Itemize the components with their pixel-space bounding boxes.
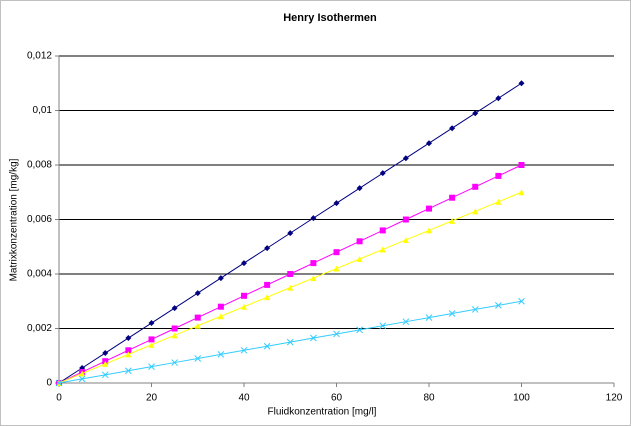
point xyxy=(264,281,271,288)
point xyxy=(286,338,294,346)
point xyxy=(495,301,502,309)
point xyxy=(448,310,456,317)
point xyxy=(148,336,155,343)
point xyxy=(194,290,201,297)
point xyxy=(379,227,386,234)
x-tick-label: 120 xyxy=(606,393,623,404)
point xyxy=(78,375,86,383)
point xyxy=(287,230,294,237)
point xyxy=(449,194,456,201)
point xyxy=(402,216,409,223)
point xyxy=(356,185,363,192)
point xyxy=(310,260,317,267)
point xyxy=(125,367,132,375)
x-tick-label: 80 xyxy=(423,393,435,404)
point xyxy=(518,189,525,196)
point xyxy=(79,370,86,377)
point xyxy=(264,294,271,301)
point xyxy=(379,170,386,177)
point xyxy=(287,284,294,291)
point xyxy=(148,320,155,327)
point xyxy=(449,125,456,132)
y-tick-label: 0,006 xyxy=(27,214,52,225)
point xyxy=(125,347,132,354)
x-tick-label: 100 xyxy=(513,393,530,404)
y-tick-label: 0,008 xyxy=(27,160,52,171)
point xyxy=(310,334,317,342)
point xyxy=(240,346,248,354)
y-tick-label: 0,004 xyxy=(27,269,52,280)
point xyxy=(356,326,363,334)
point xyxy=(264,245,271,252)
x-axis-label: Fluidkonzentration [mg/l] xyxy=(268,407,377,418)
point xyxy=(101,371,109,379)
point xyxy=(148,341,155,348)
point xyxy=(333,249,340,256)
point xyxy=(472,110,479,117)
point xyxy=(217,313,224,320)
point xyxy=(310,275,317,282)
y-tick-label: 0,01 xyxy=(33,105,53,116)
point xyxy=(217,351,225,358)
point xyxy=(379,246,386,253)
x-tick-label: 0 xyxy=(56,393,62,404)
point xyxy=(102,350,109,357)
y-tick-label: 0,012 xyxy=(27,51,52,62)
point xyxy=(472,183,479,190)
point xyxy=(333,200,340,207)
point xyxy=(125,351,132,358)
point xyxy=(518,297,525,305)
x-tick-label: 60 xyxy=(331,393,343,404)
y-tick-label: 0 xyxy=(46,378,52,389)
point xyxy=(426,205,432,212)
y-tick-label: 0,002 xyxy=(27,323,52,334)
point xyxy=(125,335,132,342)
point xyxy=(426,227,432,234)
point xyxy=(495,172,502,179)
point xyxy=(426,140,432,147)
point xyxy=(263,342,271,350)
x-tick-label: 20 xyxy=(146,393,158,404)
point xyxy=(425,314,433,321)
point xyxy=(171,305,178,312)
point xyxy=(495,95,502,102)
point xyxy=(171,332,178,339)
point xyxy=(402,236,409,243)
point xyxy=(217,275,224,282)
y-axis-label: Matrixkonzentration [mg/kg] xyxy=(9,158,20,281)
point xyxy=(356,238,363,245)
point xyxy=(379,322,387,330)
point xyxy=(241,292,247,299)
point xyxy=(402,318,410,326)
point xyxy=(333,265,340,272)
point xyxy=(194,322,201,329)
point xyxy=(402,155,409,162)
point xyxy=(310,215,317,222)
point xyxy=(333,330,340,338)
x-tick-label: 40 xyxy=(238,393,250,404)
point xyxy=(449,217,456,224)
point xyxy=(472,208,479,215)
point xyxy=(217,303,224,310)
point xyxy=(518,80,525,87)
point xyxy=(194,355,202,362)
point xyxy=(518,162,525,168)
point xyxy=(356,256,363,263)
point xyxy=(148,363,155,371)
point xyxy=(287,271,294,277)
point xyxy=(194,314,201,321)
point xyxy=(471,306,479,313)
chart-title: Henry Isothermen xyxy=(283,12,377,24)
point xyxy=(55,379,63,387)
point xyxy=(495,198,502,205)
point xyxy=(171,359,178,366)
point xyxy=(171,325,178,332)
point xyxy=(241,303,247,310)
point xyxy=(102,360,109,367)
point xyxy=(241,260,247,267)
